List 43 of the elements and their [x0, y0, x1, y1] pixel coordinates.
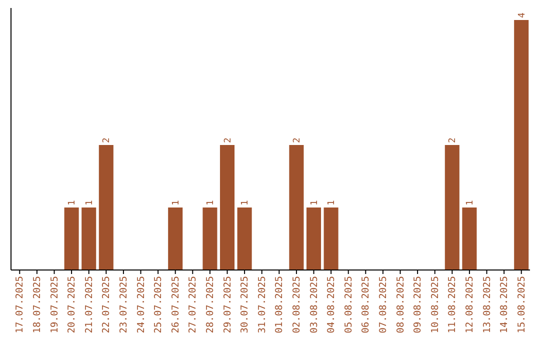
data-label: 1: [310, 200, 320, 206]
data-label: 2: [448, 138, 458, 143]
data-label: 1: [84, 200, 95, 206]
x-tick-label: 20.07.2025: [66, 276, 78, 334]
x-tick-label: 09.08.2025: [412, 276, 424, 334]
x-tick-label: 26.07.2025: [170, 276, 182, 334]
data-label: 1: [68, 200, 78, 206]
x-tick-label: 06.08.2025: [360, 276, 372, 334]
x-tick-label: 25.07.2025: [153, 276, 164, 334]
x-tick-label: 23.07.2025: [118, 276, 130, 334]
x-tick-label: 29.07.2025: [222, 276, 234, 334]
x-tick-label: 18.07.2025: [32, 276, 43, 334]
x-tick-label: 10.08.2025: [430, 276, 441, 334]
data-label: 1: [240, 200, 251, 206]
x-tick-label: 15.08.2025: [516, 276, 528, 334]
x-tick-label: 22.07.2025: [101, 276, 112, 334]
x-tick-label: 28.07.2025: [204, 276, 216, 334]
data-label: 2: [292, 138, 302, 143]
x-tick-label: 01.08.2025: [274, 276, 286, 334]
data-label: 4: [517, 12, 528, 18]
x-tick-label: 02.08.2025: [291, 276, 302, 334]
x-tick-label: 27.07.2025: [188, 276, 199, 334]
x-tick-label: 04.08.2025: [326, 276, 338, 334]
x-tick-label: 07.08.2025: [378, 276, 389, 334]
x-tick-label: 03.08.2025: [308, 276, 320, 334]
x-tick-label: 24.07.2025: [136, 276, 147, 334]
x-tick-label: 21.07.2025: [84, 276, 95, 334]
x-tick-label: 14.08.2025: [499, 276, 510, 334]
data-label: 1: [171, 200, 182, 206]
x-tick-label: 30.07.2025: [240, 276, 251, 334]
x-tick-label: 17.07.2025: [14, 276, 26, 334]
data-label: 1: [465, 200, 476, 206]
x-tick-label: 13.08.2025: [482, 276, 493, 334]
x-tick-label: 11.08.2025: [447, 276, 458, 334]
x-tick-label: 05.08.2025: [343, 276, 354, 334]
x-tick-label: 19.07.2025: [49, 276, 60, 334]
x-tick-label: 12.08.2025: [464, 276, 476, 334]
data-label: 2: [223, 138, 234, 143]
data-label: 2: [102, 138, 112, 143]
x-tick-label: 08.08.2025: [395, 276, 406, 334]
data-label: 1: [206, 200, 216, 206]
x-tick-label: 31.07.2025: [256, 276, 268, 334]
data-label: 1: [327, 200, 338, 206]
